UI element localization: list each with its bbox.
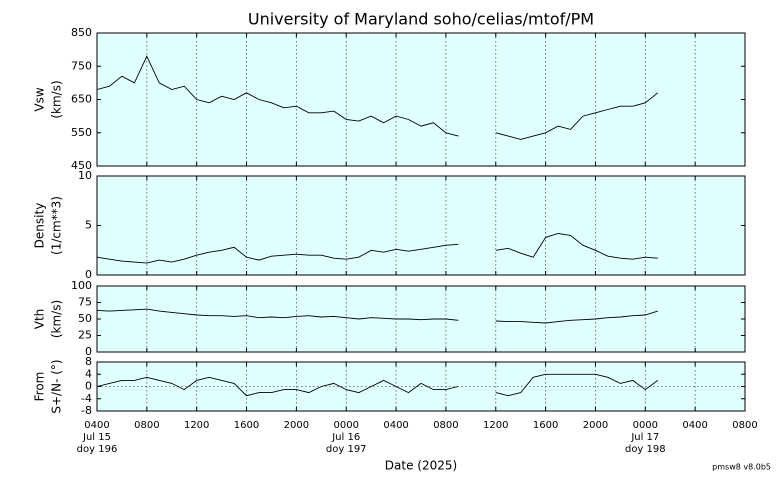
doy-label: doy 198 [625, 444, 666, 455]
y-tick-label: 750 [71, 59, 92, 72]
x-tick-label: 1200 [184, 420, 209, 431]
y-tick-label: 450 [71, 159, 92, 172]
x-tick-label: 1200 [483, 420, 508, 431]
x-tick-label: 0800 [732, 420, 757, 431]
x-tick-label: 2000 [284, 420, 309, 431]
x-tick-label: 0400 [383, 420, 408, 431]
y-tick-label: 10 [78, 169, 92, 182]
plot-background [97, 286, 745, 352]
y-tick-label: 0 [85, 268, 92, 281]
y-tick-label: 8 [85, 355, 92, 368]
y-axis-label: Vsw [33, 87, 47, 111]
y-axis-label: From [33, 372, 47, 402]
x-tick-label: 0000 [334, 420, 359, 431]
date-label: Jul 16 [331, 432, 360, 443]
plot-background [97, 33, 745, 166]
date-label: Jul 15 [82, 432, 111, 443]
x-tick-label: 2000 [583, 420, 608, 431]
plot-frame [96, 361, 746, 412]
x-tick-label: 0400 [682, 420, 707, 431]
plot-frame [96, 285, 746, 353]
y-axis-label: (km/s) [50, 80, 64, 118]
y-axis-label: Density [33, 203, 47, 249]
data-line [96, 232, 658, 264]
y-tick-label: 0 [85, 345, 92, 358]
y-tick-label: 0 [85, 380, 92, 393]
date-label: Jul 17 [630, 432, 659, 443]
y-tick-label: -4 [81, 392, 92, 405]
y-tick-label: 650 [71, 93, 92, 106]
footer: pmsw8 v8.0b5 [712, 463, 771, 472]
x-tick-label: 1600 [234, 420, 259, 431]
x-tick-label: 0800 [433, 420, 458, 431]
y-tick-label: 550 [71, 126, 92, 139]
data-line [96, 55, 659, 140]
y-tick-label: 50 [78, 312, 92, 325]
y-axis-label: S+/N- (°) [50, 359, 64, 413]
data-line [96, 308, 658, 324]
x-tick-label: 1600 [533, 420, 558, 431]
plot-background [97, 176, 745, 275]
chart-title: University of Maryland soho/celias/mtof/… [248, 10, 594, 29]
plot-frame [96, 175, 746, 276]
y-axis-label: (1/cm**3) [50, 196, 64, 255]
doy-label: doy 197 [326, 444, 367, 455]
y-tick-label: -8 [81, 404, 92, 417]
x-axis-label: Date (2025) [385, 459, 457, 473]
y-tick-label: 25 [78, 329, 92, 342]
y-tick-label: 100 [71, 279, 92, 292]
x-tick-label: 0400 [84, 420, 109, 431]
y-axis-label: (km/s) [50, 300, 64, 338]
y-tick-label: 850 [71, 26, 92, 39]
y-tick-label: 4 [85, 367, 92, 380]
x-tick-label: 0000 [633, 420, 658, 431]
x-tick-label: 0800 [134, 420, 159, 431]
data-line [96, 373, 659, 397]
y-tick-label: 5 [85, 219, 92, 232]
y-tick-label: 75 [78, 296, 92, 309]
plot-frame [96, 32, 746, 167]
doy-label: doy 196 [77, 444, 118, 455]
y-axis-label: Vth [33, 309, 47, 330]
